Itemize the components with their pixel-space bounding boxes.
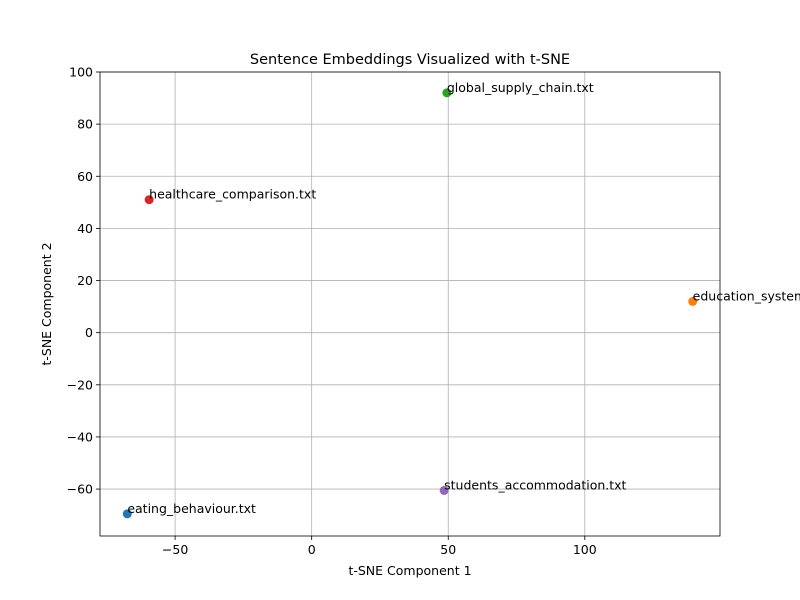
data-point-label: eating_behaviour.txt	[127, 501, 256, 516]
y-tick-label: −40	[67, 429, 93, 444]
data-point	[442, 88, 452, 98]
data-point	[688, 296, 698, 306]
y-tick-label: −20	[67, 377, 93, 392]
y-tick-label: 80	[77, 117, 93, 132]
axis-ticks: −50 0 50 100 −60 −40 −20 0 20 40 60 80 100	[67, 65, 597, 558]
data-point-label: education_system.txt	[693, 288, 800, 303]
data-points: eating_behaviour.txt education_system.txt…	[122, 80, 800, 519]
plot-frame	[99, 71, 721, 537]
x-tick-label: −50	[162, 542, 188, 557]
y-tick-label: 20	[77, 273, 93, 288]
data-point	[144, 195, 154, 205]
data-point-label: global_supply_chain.txt	[447, 80, 594, 95]
x-tick-label: 50	[440, 542, 456, 557]
data-point	[439, 485, 449, 495]
x-tick-label: 0	[308, 542, 316, 557]
y-tick-label: 100	[69, 65, 93, 80]
data-point-label: healthcare_comparison.txt	[149, 187, 316, 202]
y-tick-label: 60	[77, 169, 93, 184]
y-axis-label: t-SNE Component 2	[39, 242, 54, 365]
data-point	[122, 509, 132, 519]
y-tick-label: −60	[67, 482, 93, 497]
y-tick-label: 40	[77, 221, 93, 236]
data-point-label: students_accommodation.txt	[444, 477, 626, 492]
chart-title: Sentence Embeddings Visualized with t-SN…	[250, 52, 570, 68]
y-tick-label: 0	[85, 325, 93, 340]
x-axis-label: t-SNE Component 1	[348, 563, 471, 578]
x-tick-label: 100	[573, 542, 597, 557]
grid-lines	[100, 71, 720, 536]
